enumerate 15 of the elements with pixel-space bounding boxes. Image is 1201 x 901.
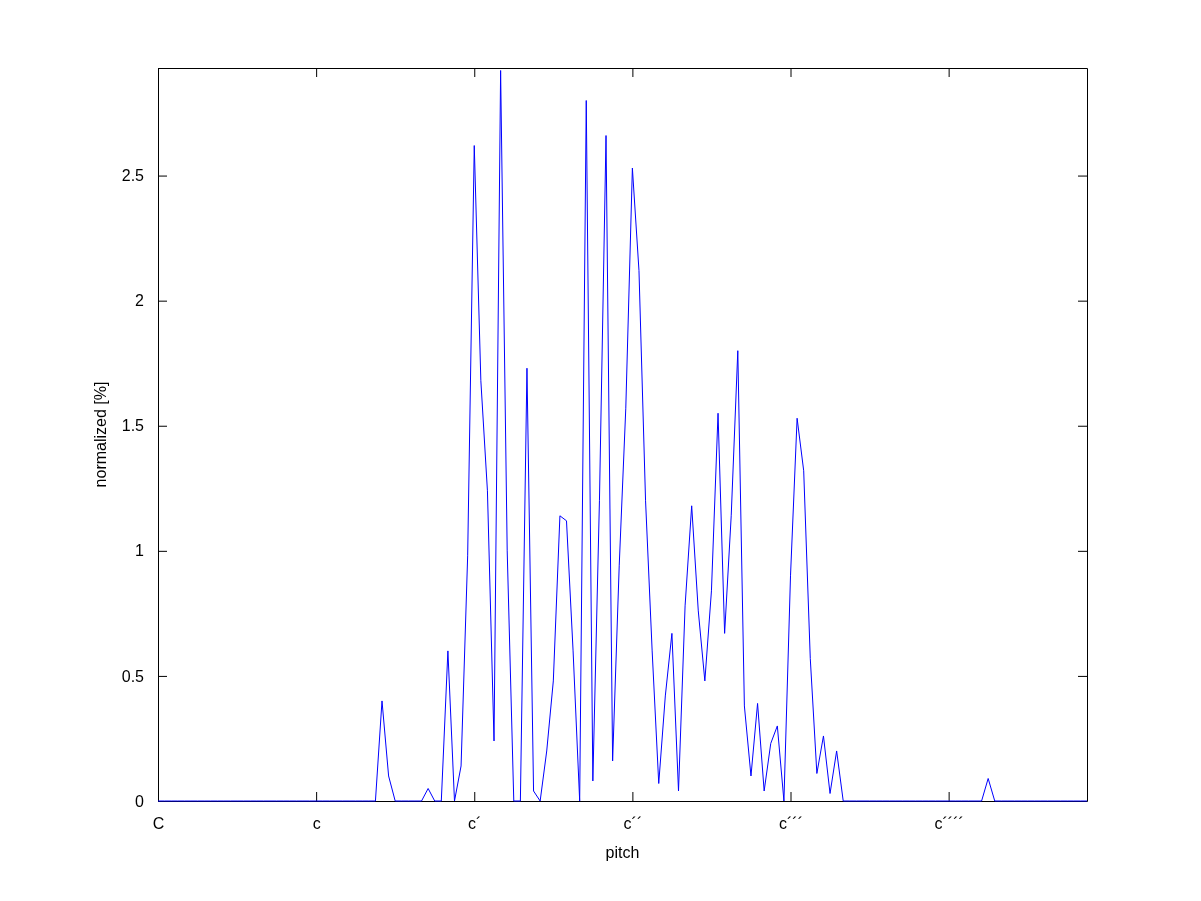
- y-tick-label: 1.5: [121, 417, 145, 435]
- x-tick-label: c´´´: [779, 815, 803, 833]
- x-tick-label: c´: [468, 815, 482, 833]
- x-tick-label: c: [312, 815, 321, 833]
- x-axis-title: pitch: [605, 844, 640, 861]
- y-tick-label: 2: [135, 292, 145, 310]
- x-tick-label: c´´´´: [934, 815, 964, 833]
- y-tick-label: 0: [135, 792, 145, 810]
- y-tick-label: 2.5: [121, 167, 145, 185]
- y-tick-label: 0.5: [121, 667, 145, 685]
- y-axis-title: normalized [%]: [92, 381, 109, 488]
- x-tick-label: c´´: [623, 815, 643, 833]
- x-tick-label: C: [152, 815, 165, 833]
- y-tick-label: 1: [135, 542, 145, 560]
- line-series: [157, 70, 1088, 802]
